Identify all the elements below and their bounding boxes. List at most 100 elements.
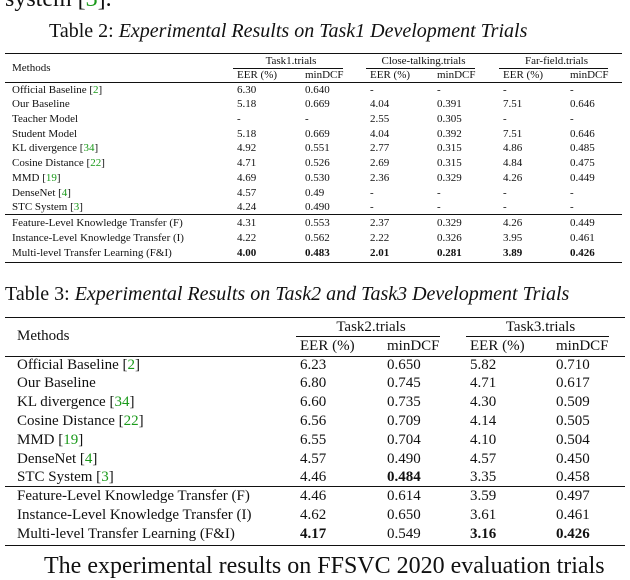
cell: 4.57 bbox=[300, 450, 327, 467]
text-segment: ] bbox=[56, 171, 61, 184]
cell: 4.57 bbox=[237, 186, 257, 199]
group-header: Far-field.trials bbox=[524, 54, 588, 67]
cell: 0.484 bbox=[387, 469, 421, 486]
cell: 0.391 bbox=[437, 98, 462, 111]
cell: 0.392 bbox=[437, 127, 462, 140]
methods-header: Methods bbox=[12, 61, 51, 74]
cell: 4.46 bbox=[300, 469, 327, 486]
cell: 2.77 bbox=[370, 142, 390, 155]
citation: 4 bbox=[84, 450, 93, 467]
top-text: system [3]. bbox=[5, 0, 112, 13]
cell: 0.617 bbox=[556, 375, 590, 392]
cell: 0.305 bbox=[437, 113, 462, 126]
cell: 3.95 bbox=[503, 232, 523, 245]
rule bbox=[5, 544, 625, 546]
text-segment: Instance-Level Knowledge Transfer (I) bbox=[17, 507, 252, 523]
cell: 4.26 bbox=[503, 217, 523, 230]
text-segment: Instance-Level Knowledge Transfer (I) bbox=[12, 232, 184, 245]
text-segment: Our Baseline bbox=[12, 98, 70, 111]
cell: 0.426 bbox=[556, 525, 590, 542]
cell: 0.549 bbox=[387, 525, 421, 542]
cell: 4.04 bbox=[370, 127, 390, 140]
rule bbox=[5, 317, 625, 318]
text-segment: MMD [ bbox=[12, 171, 46, 184]
text-segment: ] bbox=[129, 394, 135, 411]
group-rule bbox=[233, 68, 343, 69]
cell: 6.30 bbox=[237, 83, 257, 96]
cell: 3.61 bbox=[470, 507, 497, 523]
bottom-text: The experimental results on FFSVC 2020 e… bbox=[44, 553, 605, 579]
text-segment: ] bbox=[108, 469, 114, 486]
cell: 4.62 bbox=[300, 507, 327, 523]
cell: 0.329 bbox=[437, 171, 462, 184]
text-segment: Cosine Distance [ bbox=[12, 157, 91, 170]
method: Teacher Model bbox=[12, 112, 78, 127]
text-segment: KL divergence [ bbox=[12, 142, 84, 155]
cell: 0.497 bbox=[556, 488, 590, 505]
cell: 4.69 bbox=[237, 171, 257, 184]
cell: 3.35 bbox=[470, 469, 497, 486]
text-segment: ] bbox=[138, 413, 144, 429]
column-header: minDCF bbox=[437, 68, 476, 81]
method: STC System [3] bbox=[12, 200, 83, 215]
cell: 0.735 bbox=[387, 394, 421, 411]
cell: 0.646 bbox=[570, 127, 595, 140]
text-segment: DenseNet [ bbox=[12, 186, 62, 199]
rule bbox=[5, 356, 625, 357]
cell: - bbox=[503, 83, 507, 96]
method: Feature-Level Knowledge Transfer (F) bbox=[17, 487, 250, 506]
citation: 34 bbox=[83, 142, 95, 155]
method: MMD [19] bbox=[17, 431, 83, 450]
cell: 6.56 bbox=[300, 413, 327, 429]
column-header: EER (%) bbox=[237, 68, 278, 81]
text-segment: ]. bbox=[98, 0, 112, 12]
group-header: Close-talking.trials bbox=[381, 54, 466, 67]
cell: 0.526 bbox=[305, 157, 330, 170]
cell: 3.89 bbox=[503, 246, 523, 259]
cell: 0.505 bbox=[556, 413, 590, 429]
text-segment: system [ bbox=[5, 0, 86, 12]
method: Official Baseline [2] bbox=[17, 356, 140, 375]
cell: 4.10 bbox=[470, 431, 497, 448]
method: Our Baseline bbox=[17, 374, 96, 393]
method: Feature-Level Knowledge Transfer (F) bbox=[12, 216, 183, 231]
cell: 4.22 bbox=[237, 232, 257, 245]
cell: - bbox=[570, 186, 574, 199]
citation: 22 bbox=[123, 413, 139, 429]
group-rule bbox=[466, 336, 609, 337]
rule bbox=[5, 261, 622, 263]
method: Multi-level Transfer Learning (F&I) bbox=[12, 246, 172, 261]
caption: Table 2: Experimental Results on Task1 D… bbox=[49, 20, 527, 43]
cell: 4.31 bbox=[237, 217, 257, 230]
cell: 0.504 bbox=[556, 431, 590, 448]
cell: - bbox=[437, 186, 441, 199]
cell: 4.84 bbox=[503, 157, 523, 170]
cell: 0.461 bbox=[556, 507, 590, 523]
cell: - bbox=[503, 201, 507, 214]
cell: - bbox=[503, 113, 507, 126]
text-segment: DenseNet [ bbox=[17, 450, 85, 467]
method: MMD [19] bbox=[12, 171, 61, 186]
cell: 0.329 bbox=[437, 217, 462, 230]
cell: 4.24 bbox=[237, 201, 257, 214]
caption-label: Table 2: bbox=[49, 20, 114, 42]
cell: 4.04 bbox=[370, 98, 390, 111]
citation: 19 bbox=[45, 171, 57, 184]
cell: 0.745 bbox=[387, 375, 421, 392]
cell: - bbox=[237, 113, 241, 126]
cell: 3.59 bbox=[470, 488, 497, 505]
text-segment: STC System [ bbox=[12, 201, 74, 214]
cell: 4.46 bbox=[300, 488, 327, 505]
text-segment: MMD [ bbox=[17, 431, 64, 448]
citation: 3 bbox=[73, 201, 80, 214]
cell: 0.551 bbox=[305, 142, 330, 155]
cell: 4.30 bbox=[470, 394, 497, 411]
caption: Table 3: Experimental Results on Task2 a… bbox=[5, 283, 569, 306]
text-segment: ] bbox=[79, 201, 83, 214]
method: Instance-Level Knowledge Transfer (I) bbox=[17, 506, 252, 525]
cell: 0.640 bbox=[305, 83, 330, 96]
cell: 0.669 bbox=[305, 98, 330, 111]
section-rule bbox=[5, 486, 625, 488]
group-header: Task2.trials bbox=[336, 318, 406, 335]
column-header: minDCF bbox=[305, 68, 344, 81]
